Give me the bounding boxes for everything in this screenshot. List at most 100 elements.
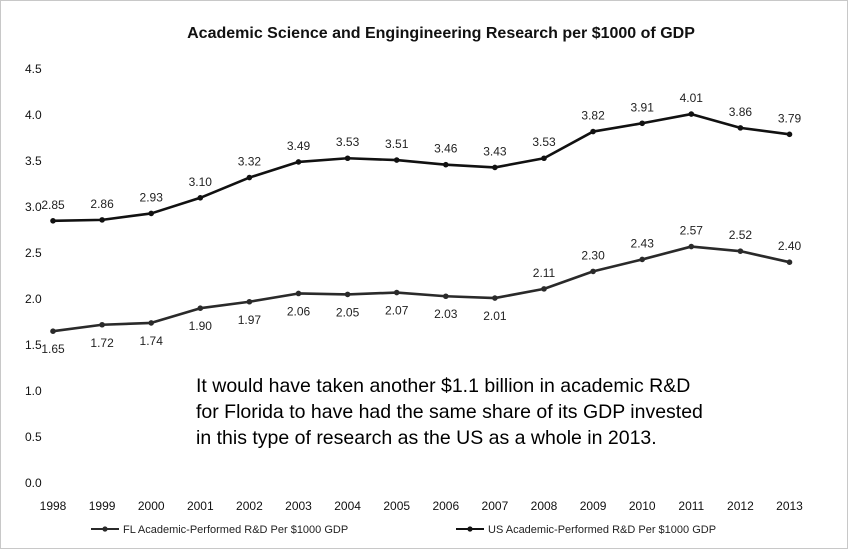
data-point [590, 128, 596, 135]
data-point [246, 298, 253, 305]
y-tick-label: 1.0 [25, 384, 42, 398]
x-tick-label: 2002 [236, 499, 263, 513]
legend-swatch-marker [467, 526, 473, 532]
data-label: 2.43 [631, 236, 655, 250]
x-tick-label: 2000 [138, 499, 165, 513]
y-tick-label: 0.5 [25, 430, 42, 444]
y-tick-label: 3.5 [25, 154, 42, 168]
data-point [246, 174, 253, 181]
data-label: 2.40 [778, 239, 802, 253]
legend: FL Academic-Performed R&D Per $1000 GDP U… [91, 524, 716, 536]
data-label: 2.57 [680, 224, 704, 238]
data-point [737, 248, 744, 254]
data-label: 3.46 [434, 142, 458, 156]
data-label: 1.72 [90, 336, 114, 350]
y-tick-label: 2.0 [25, 292, 42, 306]
data-label: 3.51 [385, 137, 409, 151]
data-point [197, 195, 204, 201]
x-tick-label: 2007 [482, 499, 509, 513]
data-point [344, 155, 351, 162]
x-axis-ticks: 1998 1999 2000 2001 2002 2003 2004 2005 2006 2007… [40, 499, 804, 513]
data-label: 3.53 [336, 135, 360, 149]
data-point [541, 155, 547, 162]
data-point [197, 305, 204, 312]
data-point [688, 111, 695, 117]
data-point [148, 320, 154, 326]
data-point [393, 289, 400, 296]
data-point [148, 210, 154, 217]
data-label: 1.65 [41, 342, 65, 356]
series-layer: 1.65 1.72 1.74 1.90 1.97 2.06 2.05 2.07 2.03 2.01… [41, 91, 801, 356]
y-tick-label: 0.0 [25, 476, 42, 490]
data-point [492, 295, 498, 301]
data-point [737, 125, 744, 131]
chart-title: Academic Science and Engingineering Rese… [187, 25, 695, 42]
data-label: 3.53 [532, 135, 556, 149]
data-label: 3.86 [729, 105, 753, 119]
data-label: 1.97 [238, 313, 262, 327]
x-tick-label: 2012 [727, 499, 754, 513]
data-point [99, 321, 105, 328]
data-label: 4.01 [680, 91, 704, 105]
data-label: 1.90 [189, 319, 213, 333]
x-tick-label: 2003 [285, 499, 312, 513]
annotation: It would have taken another $1.1 billion… [196, 373, 846, 451]
x-tick-label: 2011 [678, 499, 704, 513]
y-tick-label: 4.5 [25, 62, 42, 76]
annotation-line: for Florida to have had the same share o… [196, 401, 703, 423]
data-label: 3.43 [483, 144, 507, 158]
data-point [590, 268, 596, 275]
series-line [52, 245, 790, 333]
data-point [688, 243, 695, 250]
y-tick-label: 4.0 [25, 108, 42, 122]
data-point [393, 157, 400, 163]
legend-label: US Academic-Performed R&D Per $1000 GDP [488, 524, 716, 536]
data-point [99, 217, 105, 223]
data-point [443, 293, 449, 300]
data-label: 3.49 [287, 139, 311, 153]
y-tick-label: 2.5 [25, 246, 42, 260]
data-label: 3.32 [238, 155, 262, 169]
data-point [295, 290, 302, 297]
data-label: 2.30 [581, 248, 605, 262]
data-point [50, 218, 56, 224]
x-tick-label: 2004 [334, 499, 361, 513]
data-label: 2.03 [434, 307, 458, 321]
data-point [295, 159, 302, 165]
y-tick-label: 1.5 [25, 338, 42, 352]
data-point [541, 286, 547, 292]
data-label: 3.79 [778, 111, 802, 125]
data-label: 2.93 [140, 190, 164, 204]
data-label: 2.07 [385, 304, 409, 318]
data-point [786, 131, 793, 138]
legend-swatch-marker [102, 526, 108, 532]
x-tick-label: 2008 [531, 499, 558, 513]
data-point [344, 291, 351, 298]
x-tick-label: 2009 [580, 499, 607, 513]
data-label: 3.91 [631, 100, 655, 114]
data-label: 2.06 [287, 304, 311, 318]
x-tick-label: 1999 [89, 499, 116, 513]
x-tick-label: 2001 [187, 499, 214, 513]
x-tick-label: 2005 [383, 499, 410, 513]
x-tick-label: 1998 [40, 499, 67, 513]
x-tick-label: 2013 [776, 499, 803, 513]
data-point [786, 259, 793, 266]
data-label: 3.82 [581, 109, 605, 123]
data-label: 2.52 [729, 228, 753, 242]
data-label: 2.85 [41, 198, 65, 212]
data-point [443, 161, 449, 168]
series-line [52, 112, 790, 223]
data-label: 2.86 [90, 197, 114, 211]
legend-label: FL Academic-Performed R&D Per $1000 GDP [123, 524, 348, 536]
data-label: 2.01 [483, 309, 507, 323]
data-label: 2.11 [533, 266, 556, 280]
y-tick-label: 3.0 [25, 200, 42, 214]
annotation-line: in this type of research as the US as a … [196, 427, 657, 449]
data-point [639, 256, 645, 263]
data-point [50, 328, 56, 335]
x-tick-label: 2006 [432, 499, 459, 513]
data-point [639, 120, 645, 127]
